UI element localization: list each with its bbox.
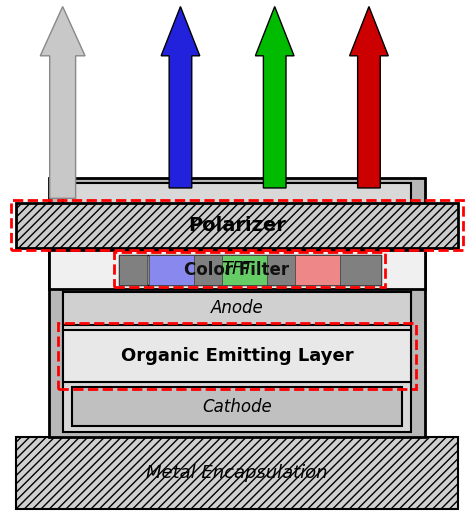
Text: TFT: TFT	[221, 260, 253, 278]
FancyArrow shape	[161, 7, 200, 188]
Text: Organic Emitting Layer: Organic Emitting Layer	[121, 348, 353, 365]
Bar	[222, 255, 267, 285]
Bar	[340, 255, 381, 285]
Text: Anode: Anode	[210, 300, 264, 317]
Bar	[63, 183, 411, 431]
FancyArrow shape	[255, 7, 294, 188]
Bar	[16, 437, 458, 509]
Bar	[11, 200, 463, 250]
Text: Cathode: Cathode	[202, 398, 272, 416]
FancyArrow shape	[350, 7, 388, 188]
Bar	[119, 255, 381, 285]
Text: Polarizer: Polarizer	[188, 216, 286, 235]
Bar	[63, 330, 411, 382]
Bar	[48, 178, 426, 437]
Bar	[194, 255, 222, 285]
Bar	[267, 255, 295, 285]
Bar	[16, 204, 458, 247]
Bar	[72, 388, 402, 426]
Text: Color Filter: Color Filter	[184, 261, 290, 279]
Bar	[119, 255, 147, 285]
Bar	[58, 323, 416, 389]
Bar	[48, 250, 426, 289]
FancyArrow shape	[40, 7, 85, 199]
Bar	[63, 292, 411, 325]
Bar	[149, 255, 194, 285]
Bar	[115, 252, 385, 288]
Bar	[295, 255, 340, 285]
Text: Metal Encapsulation: Metal Encapsulation	[146, 464, 328, 482]
